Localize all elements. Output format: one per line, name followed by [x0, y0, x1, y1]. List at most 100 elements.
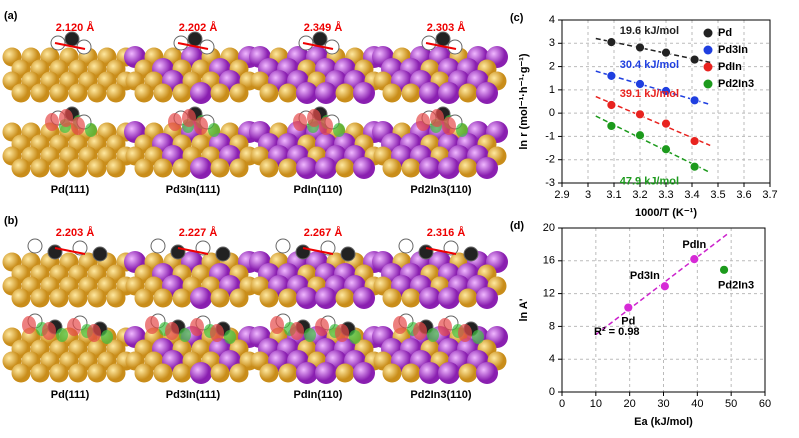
atom [259, 83, 279, 103]
distance-label: 2.227 Å [179, 226, 218, 239]
annotation: 30.4 kJ/mol [620, 59, 679, 71]
structure-image [249, 106, 385, 179]
x-axis-label: 1000/T (K⁻¹) [635, 207, 697, 219]
data-point [606, 70, 617, 81]
bond-arrow [177, 42, 209, 50]
structure-image [249, 238, 385, 309]
orbital [194, 117, 208, 135]
point-label: Pd2In3 [718, 280, 754, 292]
x-tick-label: 40 [691, 398, 703, 410]
y-tick-label: 20 [543, 222, 555, 234]
atom [215, 246, 231, 262]
x-tick-label: 10 [590, 398, 602, 410]
orbital [42, 322, 56, 340]
structure-image [2, 31, 136, 103]
y-tick-label: 4 [549, 14, 555, 26]
y-axis-label: ln r (mol⁻¹·h⁻¹·g⁻¹) [518, 53, 530, 150]
plot-frame [561, 227, 766, 393]
distance-label: 2.202 Å [179, 21, 218, 34]
orbital [56, 328, 68, 342]
orbital [413, 322, 427, 340]
data-point [661, 86, 671, 96]
atom [278, 288, 298, 308]
y-tick-label: -3 [545, 177, 555, 189]
orbital [307, 109, 321, 127]
atom [419, 287, 441, 309]
atom [210, 83, 230, 103]
orbital [224, 330, 236, 344]
atom [134, 363, 154, 383]
atom [172, 288, 192, 308]
legend-marker [703, 79, 713, 89]
point-label: Pd3In [630, 270, 660, 282]
y-tick-label: 8 [549, 320, 555, 332]
panel-label: (d) [510, 220, 524, 232]
x-tick-label: 3.2 [632, 189, 647, 201]
atom [153, 363, 173, 383]
structure-image [2, 313, 136, 383]
atom [435, 31, 451, 47]
orbital [458, 324, 472, 342]
atom [458, 83, 478, 103]
structure-image [372, 313, 508, 384]
atom [11, 363, 31, 383]
distance-label: 2.349 Å [304, 21, 343, 34]
data-point [661, 118, 671, 129]
orbital [179, 328, 191, 342]
distance-label: 2.203 Å [56, 226, 95, 239]
atom [438, 157, 460, 179]
atom [353, 157, 375, 179]
atom [296, 287, 318, 309]
atom [315, 157, 337, 179]
atom [278, 158, 298, 178]
data-point [635, 130, 645, 141]
atom [476, 157, 498, 179]
atom [353, 82, 375, 104]
structure-image [124, 238, 260, 309]
legend-label: Pd3In [718, 44, 748, 56]
atom [11, 288, 31, 308]
orbital [319, 117, 333, 135]
structure-image [372, 238, 508, 309]
data-point [689, 161, 700, 172]
bond-arrow [425, 42, 457, 50]
structure-image [2, 106, 136, 178]
structure-image [372, 106, 508, 179]
atom [47, 244, 63, 260]
atom [187, 31, 203, 47]
atom [229, 83, 249, 103]
atom [335, 363, 355, 383]
surface-label: Pd(111) [51, 389, 90, 401]
data-point [689, 136, 700, 146]
surface-label: Pd(111) [51, 184, 90, 196]
structure-image [124, 106, 260, 179]
atom [64, 31, 80, 47]
surface-label: PdIn(110) [294, 184, 343, 196]
atom [11, 158, 31, 178]
atom [106, 363, 126, 383]
x-tick-label: 3.7 [762, 189, 777, 201]
atom [419, 157, 441, 179]
data-point [661, 47, 671, 58]
structure-image [372, 31, 508, 104]
x-tick-label: 30 [657, 398, 669, 410]
legend-label: Pd [718, 27, 732, 39]
y-axis-label: ln A' [518, 298, 530, 321]
atom [382, 83, 402, 103]
orbital [416, 113, 430, 131]
orbital [393, 316, 407, 334]
atom [190, 287, 212, 309]
atom [106, 288, 126, 308]
atom [335, 83, 355, 103]
annotation: R² = 0.98 [594, 326, 640, 338]
x-tick-label: 3.1 [606, 189, 621, 201]
y-tick-label: 12 [543, 288, 555, 300]
annotation: 39.1 kJ/mol [620, 88, 679, 100]
orbital [333, 123, 345, 137]
x-tick-label: 3.3 [658, 189, 673, 201]
data-point [635, 79, 645, 89]
y-tick-label: 1 [549, 84, 555, 96]
legend-marker [703, 28, 713, 38]
atom [353, 287, 375, 309]
atom [68, 158, 88, 178]
